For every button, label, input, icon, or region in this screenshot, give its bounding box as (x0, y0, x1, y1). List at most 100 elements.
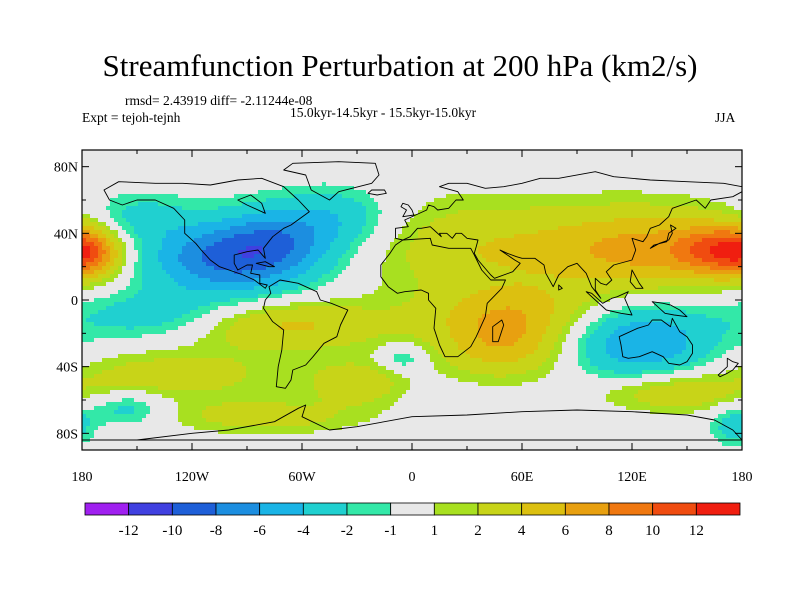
field-cell (258, 190, 367, 195)
field-cell (218, 206, 367, 211)
field-cell (82, 178, 742, 183)
field-cell (618, 326, 679, 331)
field-cell (602, 314, 619, 319)
field-cell (98, 250, 107, 255)
field-cell (138, 290, 283, 295)
field-cell (134, 230, 167, 235)
field-cell (134, 242, 143, 247)
field-cell (178, 346, 239, 351)
field-cell (410, 354, 431, 359)
field-cell (82, 354, 119, 359)
field-cell (126, 258, 139, 263)
field-cell (562, 330, 571, 335)
field-cell (114, 234, 119, 239)
field-cell (302, 290, 375, 295)
field-cell (250, 314, 451, 319)
field-cell (106, 402, 147, 407)
field-cell (578, 342, 587, 347)
colorbar-box (433, 502, 479, 516)
field-cell (406, 250, 479, 255)
field-cell (138, 258, 143, 263)
field-cell (478, 290, 547, 295)
field-cell (338, 274, 383, 279)
field-cell (670, 246, 691, 251)
field-cell (134, 226, 179, 231)
field-cell (394, 354, 411, 359)
field-cell (366, 190, 603, 195)
field-cell (306, 254, 323, 259)
field-cell (470, 294, 551, 299)
field-cell (478, 322, 527, 327)
colorbar-label: 10 (645, 523, 660, 539)
field-cell (690, 362, 707, 367)
field-cell (634, 394, 727, 399)
field-cell (98, 274, 111, 279)
field-cell (142, 242, 163, 247)
field-cell (226, 334, 379, 339)
field-cell (142, 250, 159, 255)
field-cell (278, 326, 315, 331)
field-cell (706, 354, 723, 359)
field-cell (582, 314, 603, 319)
field-cell (378, 214, 415, 219)
field-cell (714, 218, 742, 223)
field-cell (722, 430, 742, 435)
field-cell (82, 254, 91, 259)
field-cell (598, 318, 607, 323)
field-cell (150, 406, 179, 411)
colorbar-label: -8 (210, 523, 223, 539)
field-cell (642, 374, 703, 379)
field-cell (714, 398, 735, 403)
field-cell (470, 354, 527, 359)
field-cell (726, 350, 742, 355)
field-cell (382, 274, 415, 279)
field-cell (394, 358, 415, 363)
field-cell (174, 398, 323, 403)
field-cell (218, 322, 235, 327)
field-cell (82, 382, 235, 387)
field-cell (82, 270, 95, 275)
field-cell (82, 394, 91, 399)
field-cell (118, 266, 123, 271)
field-cell (490, 286, 539, 291)
field-cell (630, 322, 671, 327)
colorbar-box (390, 502, 435, 516)
field-cell (414, 290, 479, 295)
field-cell (674, 366, 695, 371)
coastline-philippines (629, 269, 644, 289)
field-cell (82, 362, 91, 367)
field-cell (606, 398, 639, 403)
field-cell (410, 298, 463, 303)
field-cell (114, 302, 211, 307)
field-cell (142, 286, 187, 291)
colorbar-box (564, 502, 610, 516)
field-cell (598, 366, 675, 371)
field-cell (546, 330, 563, 335)
field-cell (386, 254, 407, 259)
field-cell (734, 390, 742, 395)
field-cell (106, 422, 183, 427)
colorbar-box (259, 502, 304, 516)
colorbar-box (608, 502, 654, 516)
field-cell (98, 262, 107, 267)
field-cell (82, 278, 103, 283)
field-cell (670, 266, 711, 271)
field-cell (554, 362, 579, 367)
field-cell (234, 194, 295, 199)
field-cell (226, 338, 367, 343)
field-cell (142, 282, 179, 287)
field-cell (246, 370, 319, 375)
field-cell (90, 250, 99, 255)
field-cell (558, 358, 579, 363)
field-cell (590, 362, 691, 367)
field-cell (578, 362, 591, 367)
field-cell (466, 350, 535, 355)
field-cell (722, 354, 742, 359)
field-cell (578, 354, 587, 359)
field-cell (322, 274, 339, 279)
field-cell (82, 442, 723, 447)
field-cell (282, 290, 303, 295)
field-cell (694, 410, 727, 415)
field-cell (158, 258, 179, 263)
field-cell (110, 230, 119, 235)
